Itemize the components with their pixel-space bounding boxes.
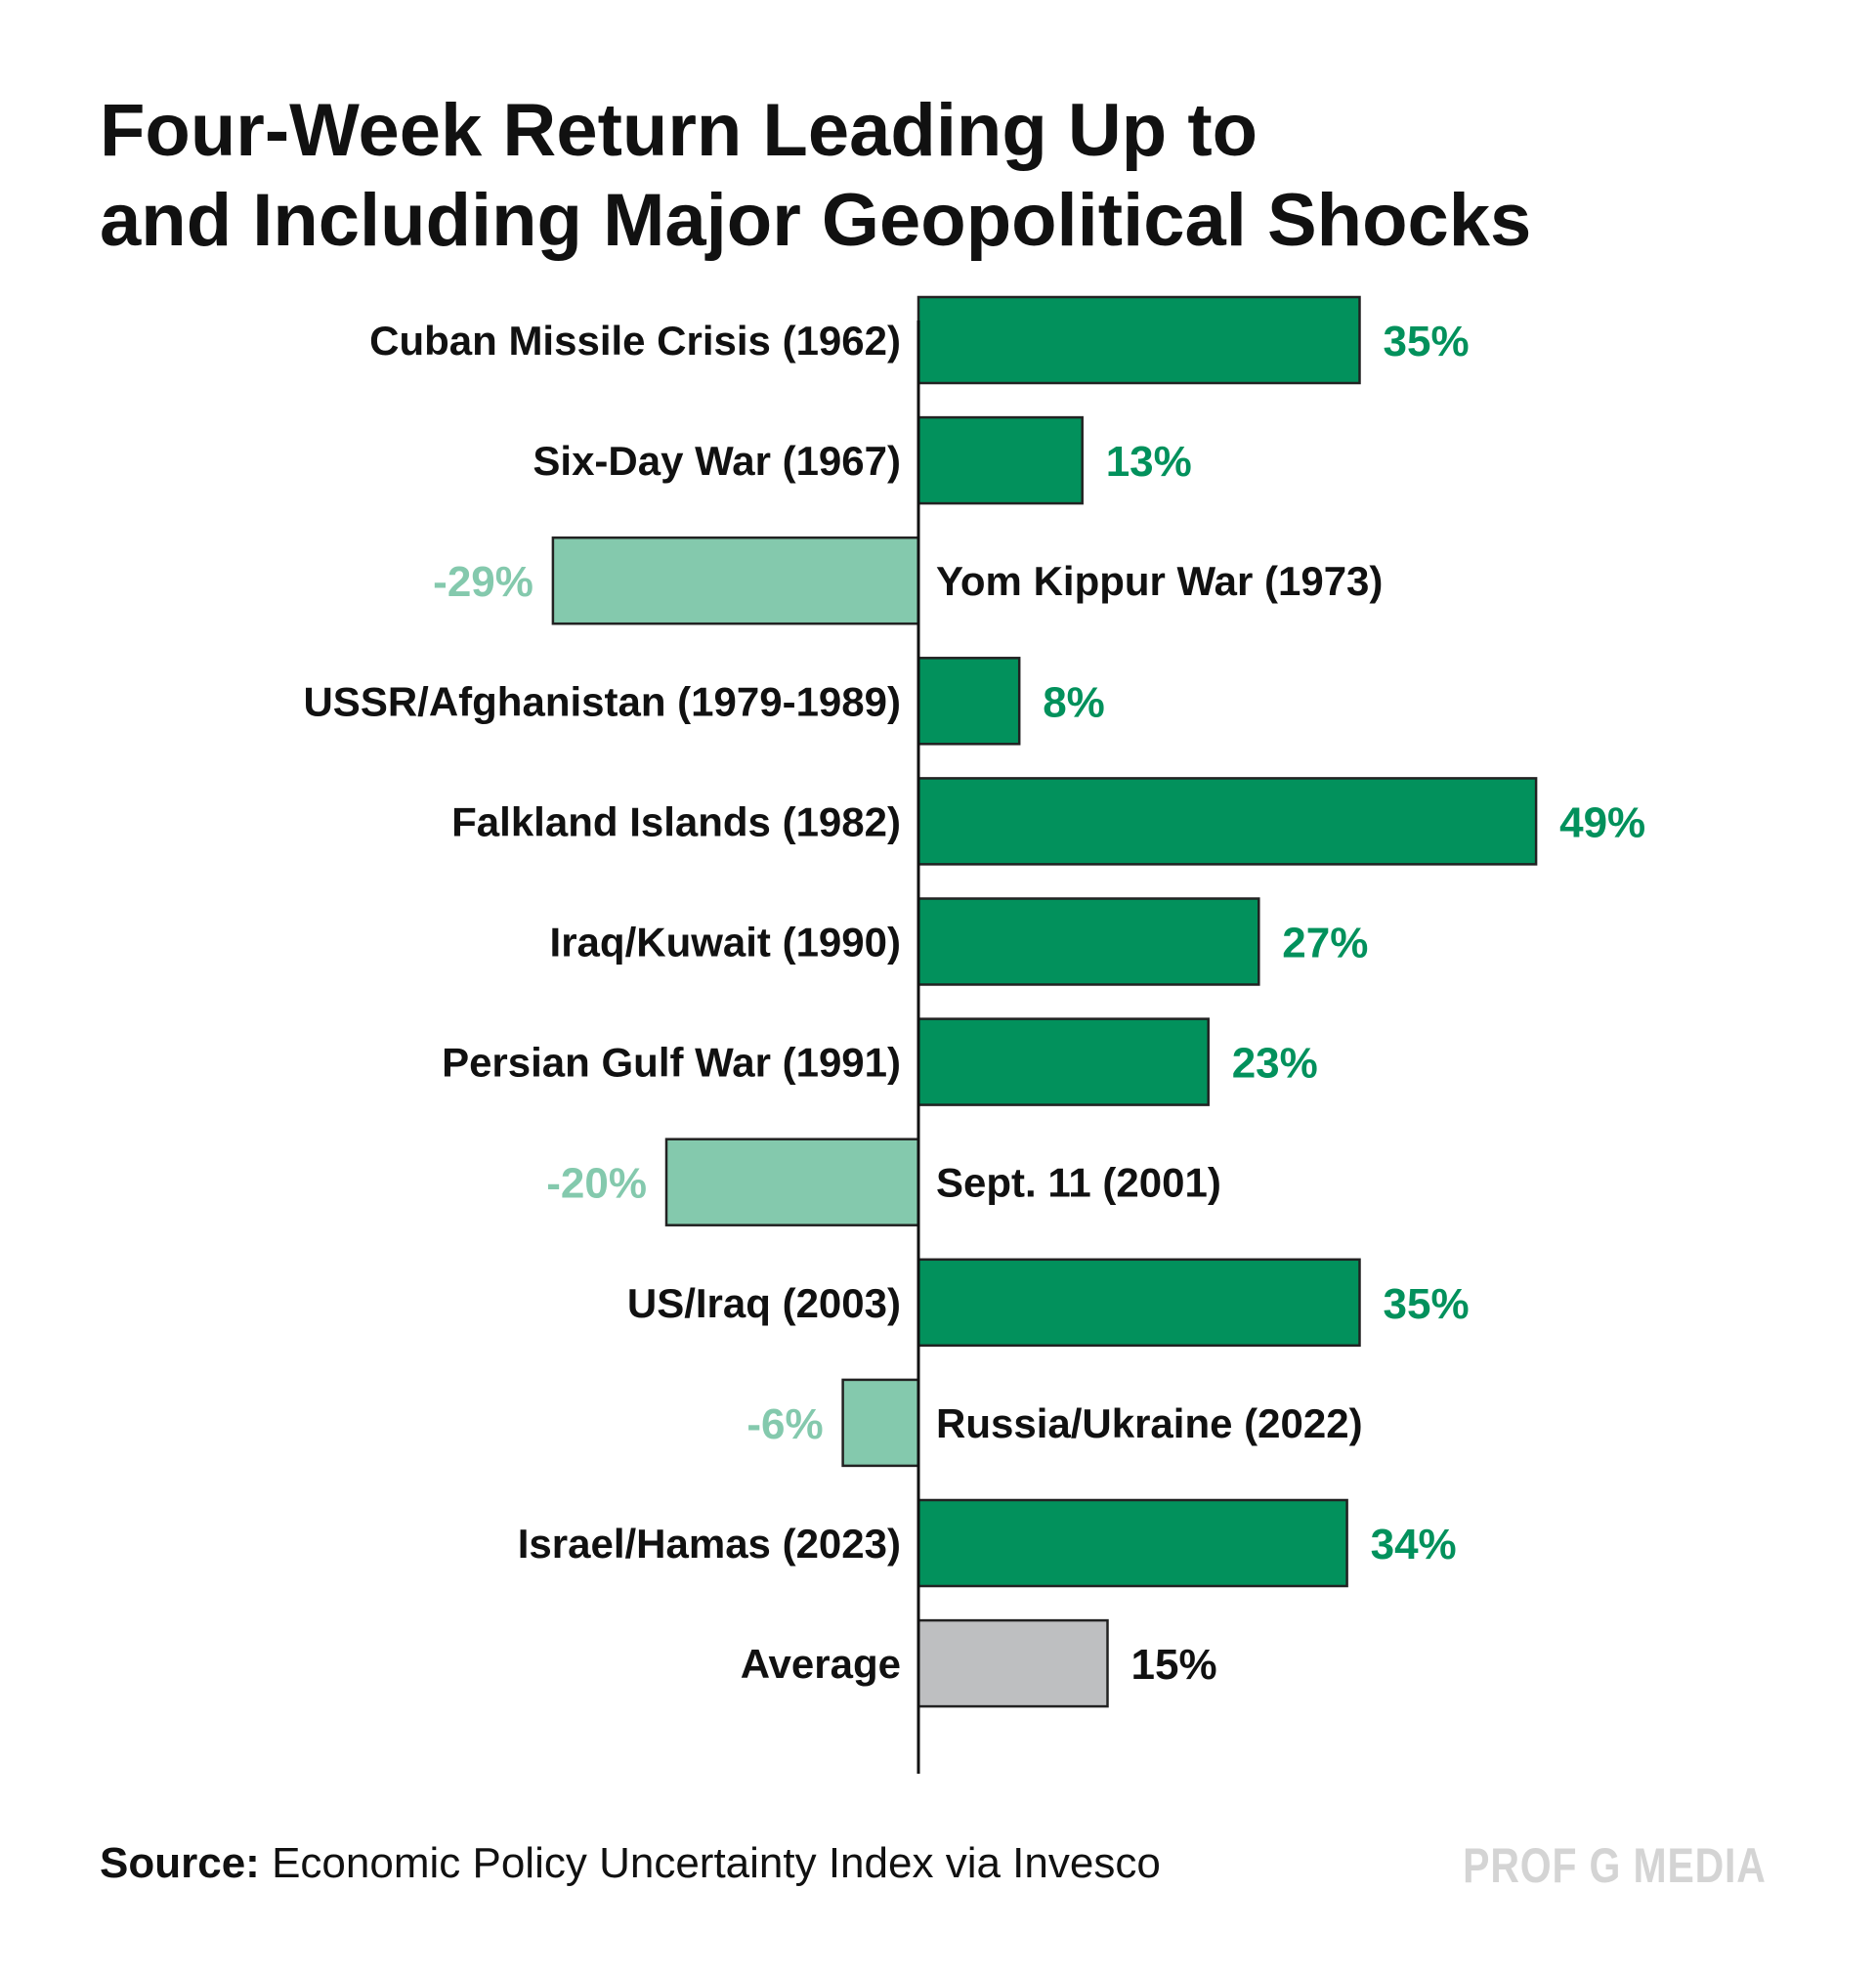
category-label-six-day-war-1967: Six-Day War (1967)	[533, 438, 901, 484]
category-label-falkland-islands-1982: Falkland Islands (1982)	[451, 798, 901, 844]
value-label-us-iraq-2003: 35%	[1384, 1280, 1470, 1328]
bars-group: Cuban Missile Crisis (1962) 35% Six-Day Wa…	[303, 295, 1645, 1708]
source-label: Source:	[100, 1839, 260, 1887]
source-note: Source: Economic Policy Uncertainty Inde…	[100, 1839, 1161, 1888]
value-label-israel-hamas-2023: 34%	[1371, 1521, 1457, 1568]
category-label-yom-kippur-war-1973: Yom Kippur War (1973)	[936, 558, 1383, 604]
bar-falkland-islands-1982	[917, 777, 1538, 866]
bar-persian-gulf-war-1991	[917, 1017, 1210, 1106]
bar-iraq-kuwait-1990	[917, 897, 1260, 986]
category-label-persian-gulf-war-1991: Persian Gulf War (1991)	[442, 1040, 901, 1086]
category-label-average: Average	[741, 1641, 901, 1687]
bar-israel-hamas-2023	[917, 1498, 1348, 1588]
bar-chart: Cuban Missile Crisis (1962) 35% Six-Day Wa…	[303, 295, 1645, 1774]
value-label-falkland-islands-1982: 49%	[1559, 798, 1645, 846]
bar-cuban-missile-crisis-1962	[917, 295, 1361, 385]
value-label-sept-11-2001: -20%	[546, 1160, 647, 1208]
bar-russia-ukraine-2022	[841, 1378, 920, 1468]
value-label-iraq-kuwait-1990: 27%	[1282, 920, 1368, 967]
category-label-israel-hamas-2023: Israel/Hamas (2023)	[518, 1521, 901, 1567]
category-label-cuban-missile-crisis-1962: Cuban Missile Crisis (1962)	[369, 318, 901, 364]
category-label-ussr-afghanistan-1979-1989: USSR/Afghanistan (1979-1989)	[303, 678, 901, 724]
category-label-iraq-kuwait-1990: Iraq/Kuwait (1990)	[550, 920, 901, 966]
value-label-six-day-war-1967: 13%	[1106, 438, 1192, 486]
category-label-us-iraq-2003: US/Iraq (2003)	[627, 1280, 901, 1326]
value-label-cuban-missile-crisis-1962: 35%	[1384, 318, 1470, 365]
value-label-ussr-afghanistan-1979-1989: 8%	[1043, 678, 1105, 726]
bar-sept-11-2001	[664, 1138, 920, 1226]
chart-title-line-2: and Including Major Geopolitical Shocks	[100, 179, 1532, 262]
value-label-yom-kippur-war-1973: -29%	[433, 558, 533, 606]
value-label-average: 15%	[1131, 1641, 1217, 1689]
bar-us-iraq-2003	[917, 1258, 1361, 1348]
category-label-russia-ukraine-2022: Russia/Ukraine (2022)	[936, 1400, 1363, 1446]
bar-average	[917, 1618, 1109, 1708]
chart-title: Four-Week Return Leading Up to and Inclu…	[100, 86, 1761, 266]
value-label-persian-gulf-war-1991: 23%	[1232, 1040, 1318, 1088]
brand-watermark: PROF G MEDIA	[1463, 1838, 1767, 1893]
value-label-russia-ukraine-2022: -6%	[746, 1400, 823, 1448]
bar-ussr-afghanistan-1979-1989	[917, 657, 1021, 746]
bar-six-day-war-1967	[917, 415, 1084, 505]
bar-yom-kippur-war-1973	[551, 536, 920, 625]
category-label-sept-11-2001: Sept. 11 (2001)	[936, 1160, 1221, 1206]
source-text: Economic Policy Uncertainty Index via In…	[272, 1839, 1161, 1887]
chart-title-line-1: Four-Week Return Leading Up to	[100, 89, 1258, 172]
